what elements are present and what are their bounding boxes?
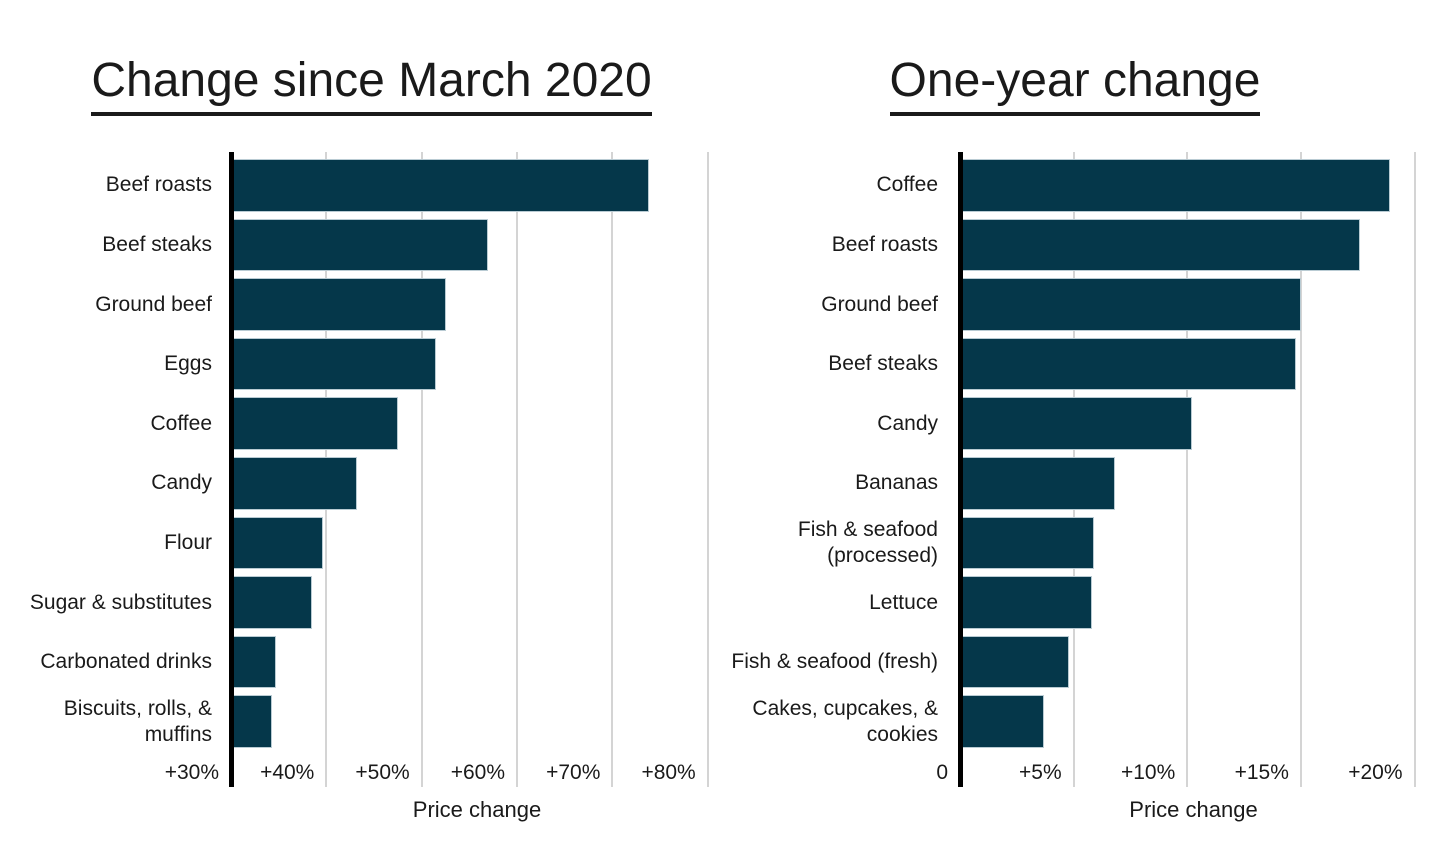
category-label: Beef steaks bbox=[102, 233, 212, 257]
bar bbox=[231, 516, 323, 570]
bar bbox=[960, 457, 1115, 510]
gridline bbox=[516, 152, 519, 787]
bar bbox=[231, 397, 398, 450]
bar bbox=[960, 576, 1092, 629]
x-tick-label: +20% bbox=[1348, 761, 1403, 784]
x-tick-label: +50% bbox=[355, 761, 410, 784]
plot-area: 0 +5% +10% +15% +20% bbox=[936, 152, 1427, 787]
x-tick-label: +70% bbox=[546, 761, 601, 784]
bar bbox=[960, 337, 1297, 391]
category-label: Beef roasts bbox=[105, 173, 212, 197]
category-label: Coffee bbox=[876, 173, 939, 197]
bar bbox=[231, 218, 489, 272]
category-label: Cakes, cupcakes, & cookies bbox=[752, 697, 938, 746]
y-axis-line bbox=[957, 152, 963, 787]
chart-title: Change since March 2020 bbox=[91, 55, 652, 117]
category-label: Bananas bbox=[855, 471, 938, 495]
gridline bbox=[706, 152, 709, 787]
chart-panel-one-year-change: One-year change Coffee Beef roasts Ground … bbox=[725, 0, 1450, 850]
bar bbox=[231, 278, 447, 331]
bar bbox=[231, 337, 436, 391]
category-label: Ground beef bbox=[821, 292, 938, 316]
bar bbox=[960, 397, 1192, 450]
category-label: Coffee bbox=[150, 411, 213, 435]
category-label: Biscuits, rolls, & muffins bbox=[63, 697, 212, 746]
gridline bbox=[420, 152, 423, 787]
category-label: Flour bbox=[164, 531, 212, 555]
x-tick-label: 0 bbox=[936, 761, 948, 784]
category-label: Candy bbox=[877, 411, 938, 435]
gridline bbox=[1413, 152, 1416, 787]
plot-area: +30% +40% +50% +60% +70% +80% bbox=[165, 152, 723, 787]
x-tick-label: +80% bbox=[641, 761, 696, 784]
x-tick-label: +60% bbox=[450, 761, 506, 784]
category-label: Fish & seafood (processed) bbox=[797, 518, 938, 567]
category-label: Candy bbox=[151, 471, 212, 495]
y-axis-line bbox=[228, 152, 234, 787]
category-label: Sugar & substitutes bbox=[29, 590, 212, 614]
category-label: Beef roasts bbox=[831, 233, 938, 257]
category-label: Beef steaks bbox=[828, 352, 938, 376]
chart-panel-since-march-2020: Change since March 2020 Beef roasts Beef … bbox=[2, 55, 723, 822]
category-label: Eggs bbox=[164, 352, 212, 376]
bar bbox=[231, 635, 276, 689]
category-label: Ground beef bbox=[95, 292, 212, 316]
bar bbox=[960, 516, 1095, 570]
bar bbox=[960, 635, 1070, 689]
bar bbox=[231, 457, 357, 510]
x-tick-label: +40% bbox=[260, 761, 315, 784]
category-label: Carbonated drinks bbox=[40, 650, 212, 674]
x-axis-title: Price change bbox=[1129, 797, 1258, 822]
gridline bbox=[1186, 152, 1189, 787]
bar bbox=[960, 218, 1360, 272]
x-axis-title: Price change bbox=[412, 797, 542, 822]
chart-title: One-year change bbox=[889, 55, 1261, 117]
x-tick-label: +30% bbox=[164, 761, 219, 784]
bar bbox=[231, 576, 313, 629]
category-axis-labels: Coffee Beef roasts Ground beef Beef steaks C… bbox=[723, 152, 938, 787]
x-tick-label: +5% bbox=[1019, 761, 1062, 784]
category-axis-labels: Beef roasts Beef steaks Ground beef Eggs Cof… bbox=[2, 152, 212, 787]
chart-title-wrap: Change since March 2020 bbox=[20, 55, 723, 117]
bar bbox=[960, 695, 1045, 748]
bar bbox=[960, 159, 1390, 212]
category-label: Fish & seafood (fresh) bbox=[731, 650, 938, 674]
bar bbox=[960, 278, 1301, 331]
gridline bbox=[611, 152, 614, 787]
bar bbox=[231, 695, 272, 748]
gridline bbox=[1299, 152, 1302, 787]
category-label: Lettuce bbox=[869, 590, 938, 614]
x-tick-label: +10% bbox=[1120, 761, 1176, 784]
x-tick-label: +15% bbox=[1234, 761, 1289, 784]
bar bbox=[231, 159, 649, 212]
chart-title-wrap: One-year change bbox=[725, 55, 1425, 117]
